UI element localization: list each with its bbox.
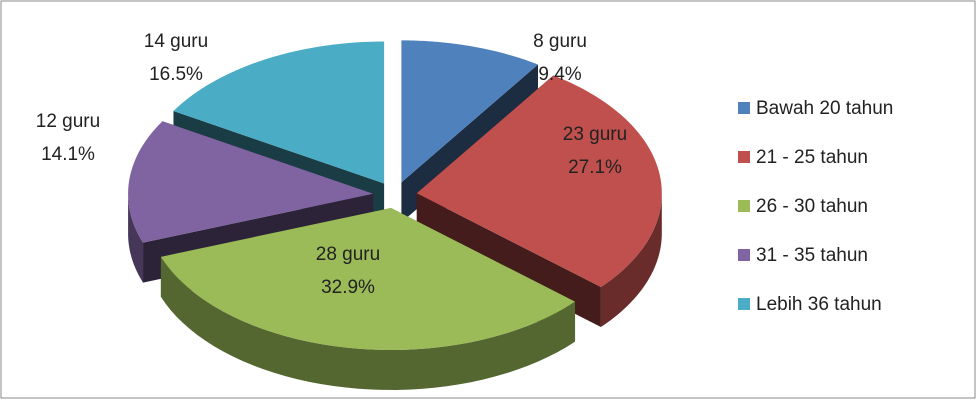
slice-top	[173, 41, 385, 184]
slice-top	[128, 121, 374, 243]
legend: Bawah 20 tahun 21 - 25 tahun 26 - 30 tahun…	[738, 98, 893, 315]
slice-top	[160, 207, 576, 350]
legend-label: Lebih 36 tahun	[756, 294, 882, 315]
slice-wall	[600, 193, 662, 328]
data-label: 28 guru	[316, 244, 380, 265]
legend-swatch	[738, 298, 750, 310]
data-label-percent: 27.1%	[568, 157, 622, 178]
legend-label: Bawah 20 tahun	[756, 98, 893, 119]
pie	[128, 40, 662, 390]
slice-top	[416, 75, 662, 288]
legend-swatch	[738, 249, 750, 261]
data-label-percent: 32.9%	[321, 277, 375, 298]
legend-label: 31 - 35 tahun	[756, 245, 868, 266]
data-label: 23 guru	[563, 124, 627, 145]
slice-top	[401, 40, 538, 183]
legend-label: 21 - 25 tahun	[756, 147, 868, 168]
data-label-percent: 9.4%	[538, 64, 581, 85]
data-label: 12 guru	[36, 111, 100, 132]
legend-label: 26 - 30 tahun	[756, 196, 868, 217]
data-label: 8 guru	[533, 31, 587, 52]
data-label: 14 guru	[144, 31, 208, 52]
legend-swatch	[738, 151, 750, 163]
legend-swatch	[738, 102, 750, 114]
legend-swatch	[738, 200, 750, 212]
data-label-percent: 16.5%	[149, 64, 203, 85]
slice-wall	[160, 256, 576, 390]
slice-wall	[128, 193, 144, 283]
data-label-percent: 14.1%	[41, 144, 95, 165]
slice	[160, 207, 576, 390]
